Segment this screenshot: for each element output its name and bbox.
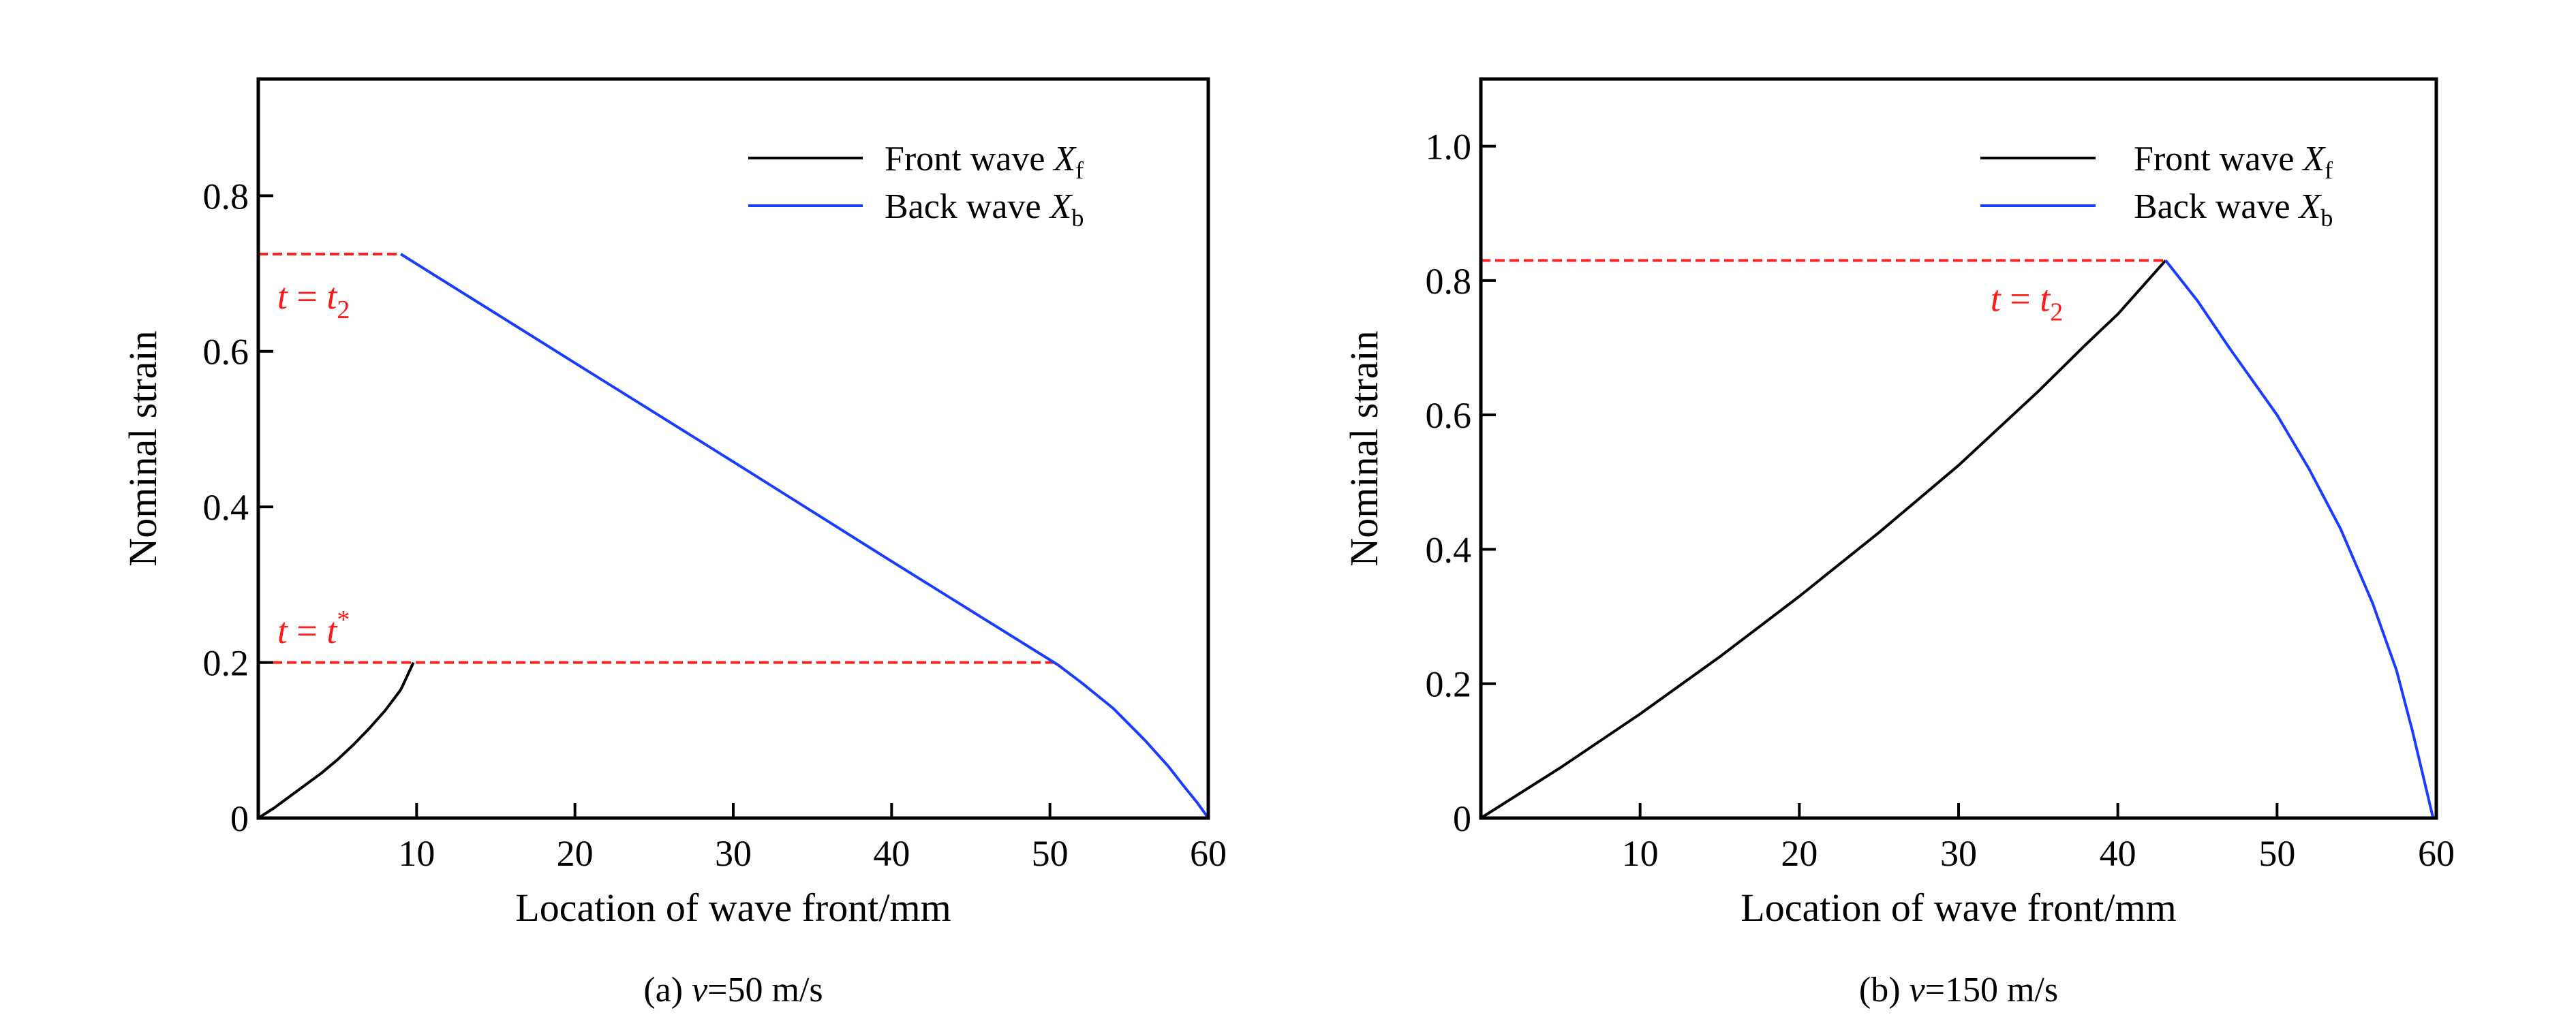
legend-sub: f — [2325, 157, 2333, 184]
caption-prefix: (b) — [1859, 971, 1910, 1009]
x-tick-label: 30 — [715, 833, 752, 874]
annot-sup: * — [337, 606, 350, 634]
caption-var: v — [1910, 971, 1926, 1009]
series-line-f — [1479, 259, 2167, 819]
x-tick-label: 20 — [557, 833, 594, 874]
annot-var: t — [277, 610, 289, 651]
y-tick-label: 0 — [230, 798, 249, 839]
y-tick-label: 0.4 — [203, 487, 249, 528]
y-tick-label: 0.6 — [203, 332, 249, 373]
reference-label: t = t2 — [1991, 278, 2064, 326]
legend-symbol: X — [1052, 140, 1077, 178]
x-tick-label: 50 — [2258, 833, 2295, 874]
y-tick-label: 0.2 — [1426, 664, 1472, 705]
legend-sub: b — [1071, 204, 1084, 232]
annot-sub: 2 — [337, 296, 350, 324]
caption-suffix: =50 m/s — [707, 971, 823, 1009]
x-tick-label: 40 — [873, 833, 910, 874]
x-tick-label: 10 — [398, 833, 435, 874]
y-axis-label: Nominal strain — [121, 330, 165, 566]
y-tick-label: 1.0 — [1426, 127, 1472, 168]
series-line-b — [2164, 260, 2435, 819]
annot-rhs: t — [2040, 278, 2051, 319]
legend-name: Front wave — [2134, 140, 2303, 178]
annot-var: t — [277, 276, 289, 317]
y-tick-label: 0.6 — [1426, 395, 1472, 436]
legend-symbol: X — [2301, 140, 2326, 178]
panel-caption: (a) v=50 m/s — [643, 971, 823, 1009]
annot-rhs: t — [326, 276, 338, 317]
x-tick-label: 20 — [1781, 833, 1818, 874]
y-tick-label: 0.8 — [1426, 261, 1472, 302]
x-tick-label: 60 — [2418, 833, 2455, 874]
y-tick-label: 0.2 — [203, 643, 249, 684]
series-line-f — [257, 661, 415, 819]
annot-rhs: t — [326, 610, 338, 651]
legend-symbol: X — [2298, 187, 2322, 226]
reference-label: t = t* — [277, 606, 350, 651]
annot-var: t — [1991, 278, 2002, 319]
series-line-b — [400, 253, 1210, 819]
legend-entry-f: Front wave Xf — [2134, 140, 2333, 184]
annot-eq: = — [2001, 278, 2040, 319]
y-tick-label: 0.8 — [203, 176, 249, 217]
legend-sub: f — [1075, 157, 1084, 184]
legend-entry-b: Back wave Xb — [885, 187, 1084, 232]
y-axis-label: Nominal strain — [1342, 330, 1386, 566]
caption-var: v — [692, 971, 708, 1009]
x-tick-label: 60 — [1190, 833, 1227, 874]
legend-name: Back wave — [2134, 187, 2299, 226]
legend-entry-b: Back wave Xb — [2134, 187, 2333, 232]
legend-sub: b — [2320, 204, 2333, 232]
caption-prefix: (a) — [643, 971, 692, 1009]
x-tick-label: 30 — [1940, 833, 1977, 874]
annot-eq: = — [288, 276, 326, 317]
reference-label: t = t2 — [277, 276, 350, 324]
y-tick-label: 0 — [1453, 798, 1471, 839]
x-tick-label: 10 — [1622, 833, 1659, 874]
legend-entry-f: Front wave Xf — [885, 140, 1084, 184]
legend-name: Front wave — [885, 140, 1054, 178]
chart-panel-a: t = t2t = t*10 20 30 40 50 6000.20.40.60.8Loc… — [121, 77, 1227, 1009]
x-axis-label: Location of wave front/mm — [515, 885, 951, 930]
caption-suffix: =150 m/s — [1925, 971, 2058, 1009]
panel-caption: (b) v=150 m/s — [1859, 971, 2058, 1009]
annot-eq: = — [288, 610, 326, 651]
y-tick-label: 0.4 — [1426, 529, 1472, 570]
x-tick-label: 40 — [2100, 833, 2136, 874]
legend-name: Back wave — [885, 187, 1050, 226]
annot-sub: 2 — [2050, 298, 2063, 326]
legend-symbol: X — [1049, 187, 1073, 226]
x-axis-label: Location of wave front/mm — [1741, 885, 2176, 930]
x-tick-label: 50 — [1032, 833, 1069, 874]
